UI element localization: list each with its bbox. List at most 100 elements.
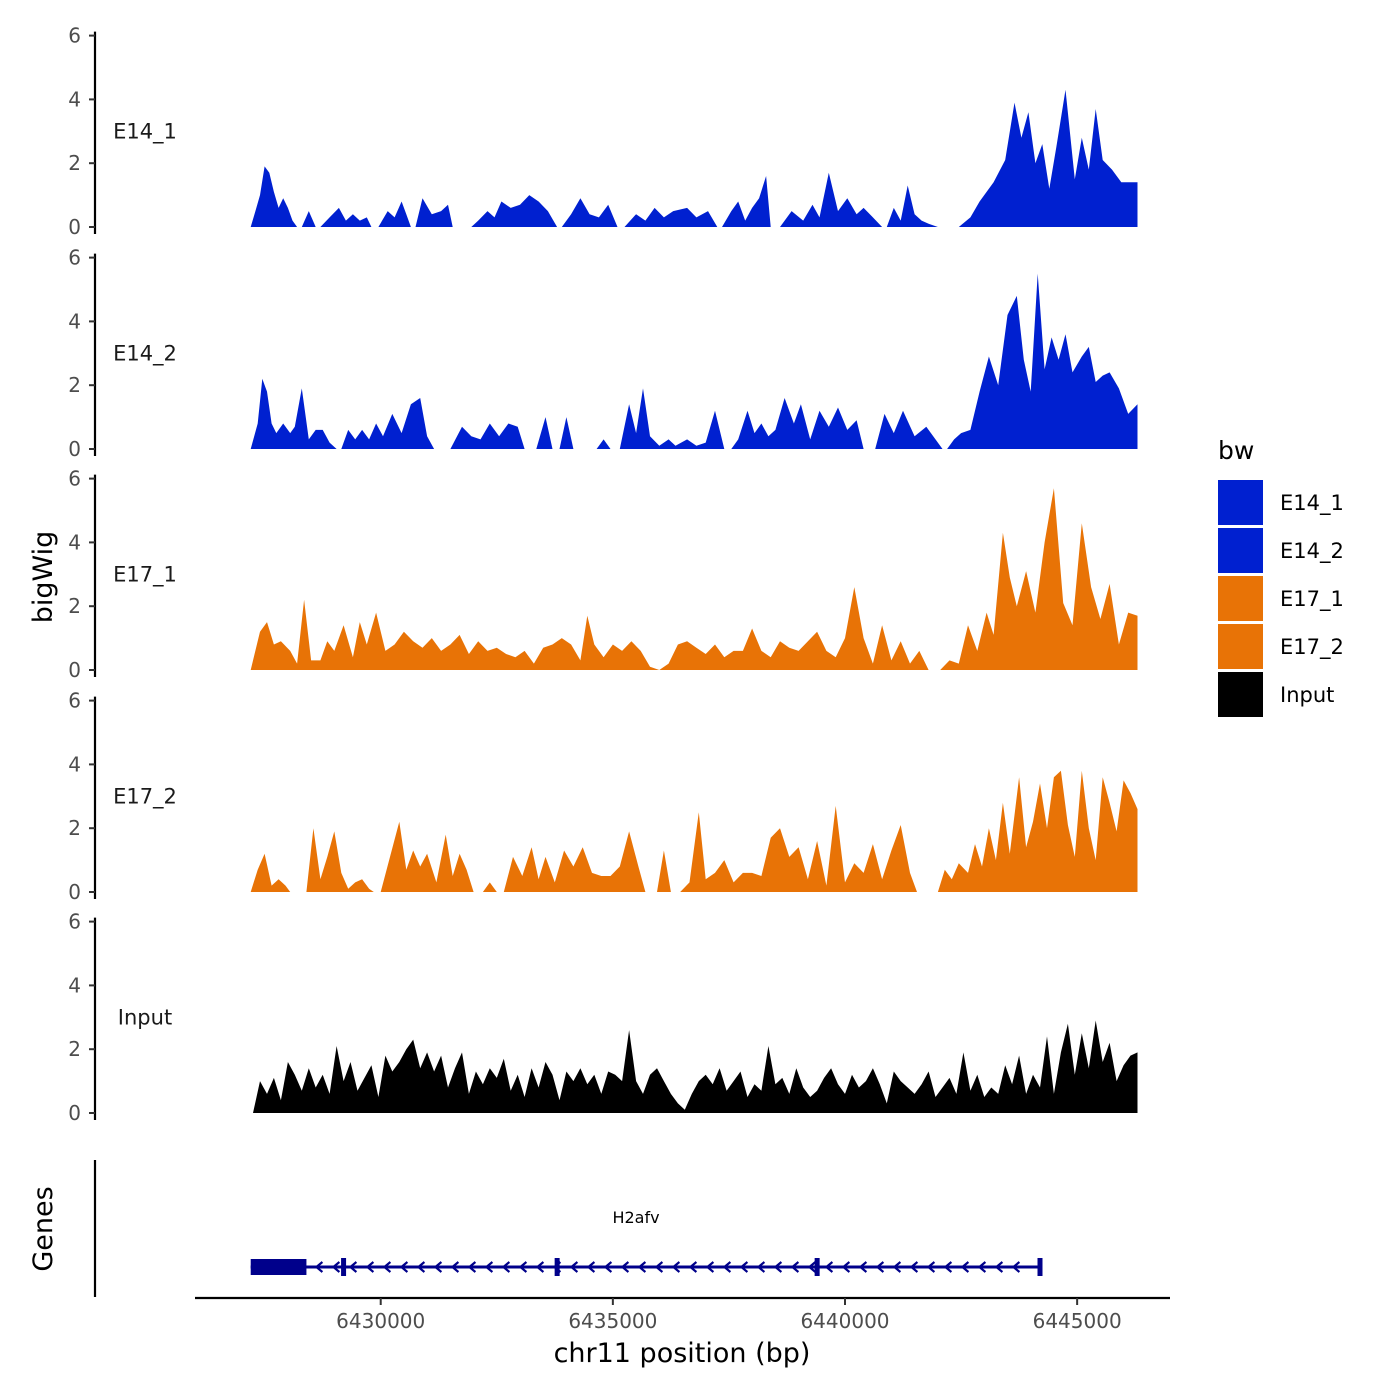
track-label: E14_2 — [113, 341, 177, 366]
genes-track: H2afv — [93, 1160, 1043, 1297]
coverage-area — [253, 1020, 1138, 1113]
legend-key — [1218, 576, 1263, 621]
strand-arrow — [416, 1261, 426, 1273]
coverage-area — [624, 207, 718, 227]
y-tick-label: 0 — [68, 1101, 81, 1125]
strand-arrow — [569, 1261, 579, 1273]
strand-arrow — [824, 1261, 834, 1273]
gene-exon-mark — [341, 1258, 347, 1276]
strand-arrow — [1011, 1261, 1021, 1273]
gene-exon-mark — [1037, 1258, 1043, 1276]
coverage-area — [947, 273, 1138, 449]
y-tick-label: 2 — [68, 151, 81, 175]
strand-arrow — [756, 1261, 766, 1273]
strand-arrow — [620, 1261, 630, 1273]
y-tick-label: 0 — [68, 215, 81, 239]
x-tick-label: 6445000 — [1033, 1309, 1122, 1333]
coverage-area — [780, 172, 883, 227]
y-tick-label: 4 — [68, 87, 81, 111]
coverage-area — [559, 417, 574, 449]
y-axis-title: bigWig — [28, 531, 59, 624]
strand-arrow — [739, 1261, 749, 1273]
y-tick-label: 4 — [68, 752, 81, 776]
y-tick-label: 2 — [68, 816, 81, 840]
y-tick-label: 6 — [68, 246, 81, 270]
strand-arrow — [790, 1261, 800, 1273]
strand-arrow — [365, 1261, 375, 1273]
coverage-area — [471, 195, 558, 227]
coverage-area — [320, 207, 372, 227]
coverage-area — [657, 850, 671, 892]
legend-key — [1218, 624, 1263, 669]
gene-name-label: H2afv — [612, 1208, 659, 1227]
strand-arrow — [688, 1261, 698, 1273]
strand-arrow — [467, 1261, 477, 1273]
y-tick-label: 6 — [68, 467, 81, 491]
strand-arrow — [654, 1261, 664, 1273]
genes-axis-title: Genes — [28, 1186, 59, 1271]
strand-arrow — [399, 1261, 409, 1273]
x-axis-title: chr11 position (bp) — [554, 1338, 811, 1369]
strand-arrow — [773, 1261, 783, 1273]
legend-label: E17_1 — [1280, 587, 1344, 612]
track-E14_1: 0 2 4 6 E14_1 — [68, 24, 1138, 239]
strand-arrow — [960, 1261, 970, 1273]
y-tick-label: 2 — [68, 1037, 81, 1061]
coverage-area — [731, 398, 864, 449]
coverage-area — [503, 831, 646, 892]
strand-arrow — [909, 1261, 919, 1273]
legend: bw E14_1 E14_2 E17_1 E17_2 Input — [1218, 436, 1344, 717]
strand-arrow — [603, 1261, 613, 1273]
y-tick-label: 4 — [68, 530, 81, 554]
strand-arrow — [484, 1261, 494, 1273]
legend-key — [1218, 480, 1263, 525]
coverage-area — [306, 828, 374, 892]
y-tick-label: 2 — [68, 373, 81, 397]
coverage-area — [482, 882, 497, 892]
strand-arrow — [552, 1261, 562, 1273]
strand-arrow — [331, 1261, 341, 1273]
coverage-area — [378, 201, 411, 227]
gene-exon-mark — [814, 1258, 820, 1276]
coverage-area — [940, 488, 1138, 670]
coverage-area — [958, 89, 1138, 227]
strand-arrow — [501, 1261, 511, 1273]
strand-arrow — [450, 1261, 460, 1273]
legend-key — [1218, 672, 1263, 717]
strand-arrow — [875, 1261, 885, 1273]
y-tick-label: 6 — [68, 910, 81, 934]
track-label: Input — [118, 1005, 172, 1029]
track-label: E17_2 — [113, 784, 177, 809]
y-tick-label: 2 — [68, 594, 81, 618]
track-label: E14_1 — [113, 119, 177, 144]
coverage-area — [596, 439, 611, 449]
track-Input: 0 2 4 6 Input — [68, 910, 1138, 1125]
coverage-area — [301, 211, 316, 227]
coverage-area — [886, 185, 938, 227]
y-tick-label: 6 — [68, 24, 81, 48]
strand-arrow — [382, 1261, 392, 1273]
strand-arrow — [586, 1261, 596, 1273]
strand-arrow — [705, 1261, 715, 1273]
coverage-area — [875, 410, 943, 449]
track-label: E17_1 — [113, 562, 177, 587]
legend-title: bw — [1218, 436, 1254, 465]
coverage-area — [680, 805, 917, 892]
y-tick-label: 6 — [68, 689, 81, 713]
strand-arrow — [722, 1261, 732, 1273]
coverage-area — [250, 853, 291, 892]
gene-exon-mark — [554, 1258, 560, 1276]
strand-arrow — [314, 1261, 324, 1273]
coverage-area — [722, 176, 771, 227]
coverage-area — [415, 198, 453, 227]
strand-arrow — [535, 1261, 545, 1273]
strand-arrow — [807, 1261, 817, 1273]
y-tick-label: 0 — [68, 437, 81, 461]
strand-arrow — [977, 1261, 987, 1273]
legend-label: E17_2 — [1280, 635, 1344, 660]
coverage-area — [536, 417, 553, 449]
legend-label: Input — [1280, 683, 1334, 707]
coverage-area — [250, 166, 298, 227]
